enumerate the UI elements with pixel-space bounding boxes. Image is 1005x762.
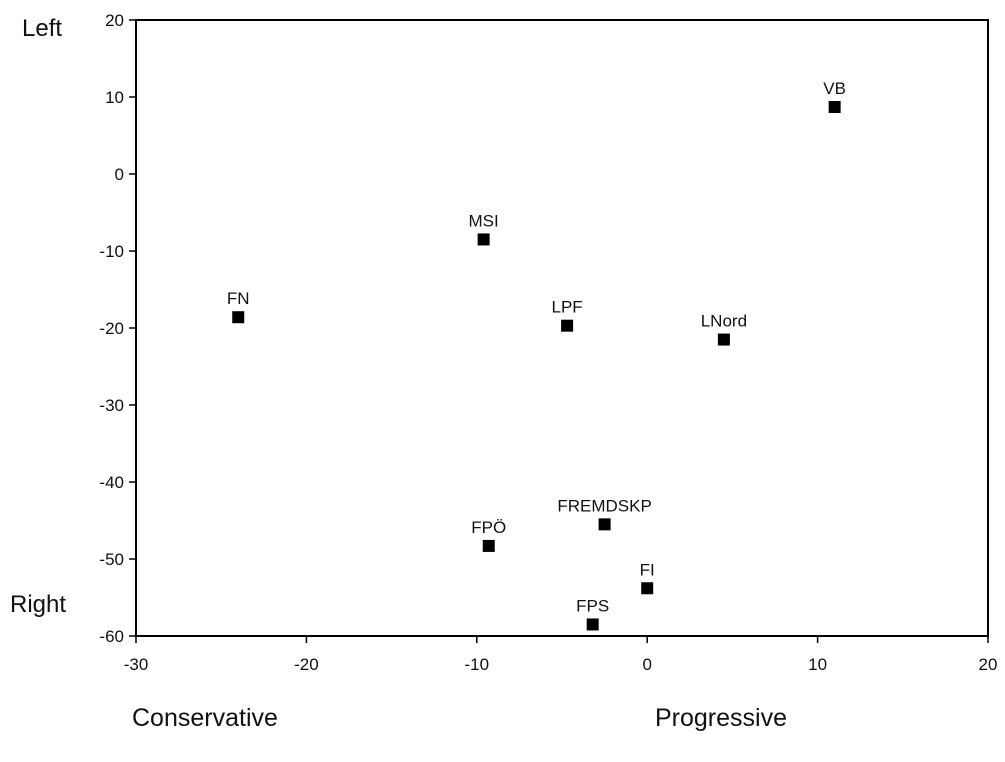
data-point-label: FPÖ bbox=[471, 518, 506, 537]
data-point-marker bbox=[717, 333, 730, 346]
data-point-label: LNord bbox=[701, 312, 747, 331]
y-tick-label: -30 bbox=[99, 396, 124, 415]
data-point-marker bbox=[482, 539, 495, 552]
x-axis: -30 -20 -10 0 10 20 bbox=[124, 636, 998, 674]
data-point-label: FPS bbox=[576, 596, 609, 615]
y-tick-label: 10 bbox=[105, 88, 124, 107]
y-axis: 20 10 0 -10 -20 -30 -40 -50 -60 bbox=[99, 11, 136, 646]
data-point-marker bbox=[586, 618, 599, 631]
x-left-label: Conservative bbox=[132, 704, 278, 732]
data-point-marker bbox=[232, 311, 245, 324]
data-point-label: LPF bbox=[552, 298, 583, 317]
data-point-marker bbox=[561, 319, 574, 332]
data-point-marker bbox=[477, 233, 490, 246]
data-point-marker bbox=[598, 518, 611, 531]
y-tick-label: -60 bbox=[99, 627, 124, 646]
x-right-label: Progressive bbox=[655, 704, 787, 732]
data-point-label: VB bbox=[823, 79, 846, 98]
y-tick-label: -40 bbox=[99, 473, 124, 492]
data-point-label: MSI bbox=[468, 211, 498, 230]
y-bottom-label: Right bbox=[10, 591, 66, 618]
y-tick-label: -10 bbox=[99, 242, 124, 261]
data-point-label: FI bbox=[640, 560, 655, 579]
x-tick-label: -30 bbox=[124, 655, 149, 674]
x-tick-label: -10 bbox=[465, 655, 490, 674]
data-point-label: FN bbox=[227, 289, 250, 308]
data-point-marker bbox=[828, 101, 841, 114]
x-tick-label: 10 bbox=[808, 655, 827, 674]
x-tick-label: -20 bbox=[294, 655, 319, 674]
data-point-label: FREMDSKP bbox=[557, 496, 651, 515]
data-point-marker bbox=[641, 582, 654, 595]
x-tick-label: 20 bbox=[979, 655, 998, 674]
y-tick-label: -20 bbox=[99, 319, 124, 338]
y-tick-label: 0 bbox=[115, 165, 124, 184]
y-tick-label: -50 bbox=[99, 550, 124, 569]
y-tick-label: 20 bbox=[105, 11, 124, 30]
data-points: VB MSI FN LPF LNord FREMDSKP FPÖ FI FPS bbox=[227, 79, 846, 631]
x-tick-label: 0 bbox=[642, 655, 651, 674]
y-top-label: Left bbox=[22, 15, 62, 42]
